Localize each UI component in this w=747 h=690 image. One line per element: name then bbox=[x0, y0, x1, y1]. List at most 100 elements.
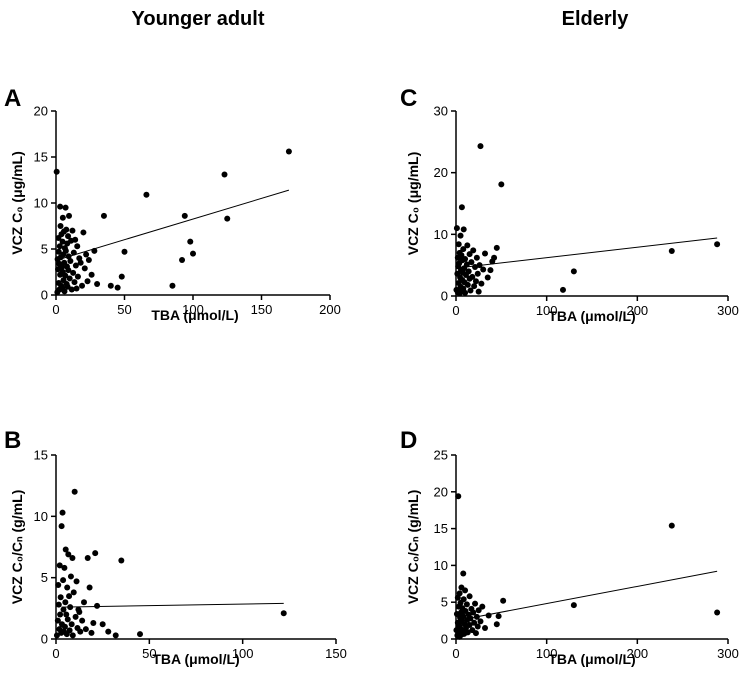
data-point bbox=[57, 223, 64, 229]
data-point bbox=[57, 203, 64, 210]
data-point bbox=[70, 589, 77, 596]
data-point bbox=[55, 248, 62, 255]
trend-line-a bbox=[59, 189, 290, 260]
data-point bbox=[458, 204, 465, 211]
data-point bbox=[71, 488, 78, 495]
data-point bbox=[94, 280, 101, 287]
data-point bbox=[73, 285, 80, 292]
data-point bbox=[88, 629, 95, 636]
y-tick-label: 15 bbox=[34, 448, 48, 463]
y-tick-label: 20 bbox=[434, 484, 448, 499]
data-point bbox=[57, 594, 64, 601]
data-point bbox=[463, 601, 470, 608]
data-point bbox=[476, 262, 483, 269]
data-point bbox=[482, 250, 489, 257]
x-tick-label: 50 bbox=[117, 302, 131, 317]
scatter-panel-b: 0 50 100 150 0 5 10 15 TBA (μmol/L) VCZ C₀/Cₙ (g/… bbox=[9, 448, 347, 668]
data-point bbox=[94, 602, 101, 609]
data-point bbox=[169, 282, 176, 289]
data-point bbox=[559, 286, 566, 293]
x-tick-label: 0 bbox=[452, 646, 459, 661]
data-point bbox=[224, 215, 231, 222]
x-tick-label: 50 bbox=[142, 646, 156, 661]
y-tick-label: 25 bbox=[434, 448, 448, 463]
data-point bbox=[456, 590, 463, 597]
data-point bbox=[66, 275, 73, 282]
x-tick-label: 0 bbox=[52, 302, 59, 317]
data-point bbox=[59, 238, 66, 245]
data-point bbox=[474, 270, 481, 277]
data-point bbox=[80, 229, 87, 236]
data-point bbox=[64, 584, 71, 591]
data-point bbox=[470, 609, 477, 616]
data-point bbox=[500, 597, 507, 604]
data-point bbox=[77, 259, 84, 266]
x-tick-label: 300 bbox=[717, 303, 739, 318]
y-tick-label: 5 bbox=[41, 570, 48, 585]
x-axis-label-a: TBA (μmol/L) bbox=[151, 307, 238, 323]
data-point bbox=[460, 613, 467, 620]
data-point bbox=[84, 278, 91, 285]
y-axis-label-c: VCZ C₀ (μg/mL) bbox=[405, 152, 421, 256]
data-point bbox=[475, 288, 482, 295]
data-point bbox=[495, 613, 502, 620]
data-point bbox=[61, 623, 68, 630]
data-point bbox=[463, 261, 470, 268]
data-point bbox=[570, 268, 577, 275]
data-point bbox=[69, 227, 76, 234]
data-point bbox=[466, 593, 473, 600]
y-tick-label: 5 bbox=[41, 242, 48, 257]
panel-letter-b: B bbox=[4, 427, 21, 454]
x-tick-label: 200 bbox=[319, 302, 341, 317]
scatter-panel-d: 0 100 200 300 0 5 10 15 20 25 TBA (μmol/L) VCZ C₀/C… bbox=[405, 448, 739, 668]
data-point bbox=[472, 278, 479, 285]
data-point bbox=[81, 599, 87, 606]
data-point bbox=[143, 191, 150, 198]
data-point bbox=[480, 266, 487, 273]
data-point bbox=[471, 619, 478, 626]
data-point bbox=[66, 593, 73, 600]
data-point bbox=[62, 272, 69, 279]
data-point bbox=[121, 248, 128, 255]
x-tick-label: 200 bbox=[626, 646, 648, 661]
data-point bbox=[473, 613, 480, 620]
data-point bbox=[74, 273, 81, 280]
panel-letter-c: C bbox=[400, 85, 417, 112]
x-axis-label-b: TBA (μmol/L) bbox=[152, 651, 239, 667]
data-point bbox=[118, 273, 125, 280]
data-point bbox=[464, 242, 471, 249]
data-point bbox=[56, 562, 63, 569]
data-point bbox=[477, 143, 484, 150]
data-point bbox=[187, 238, 194, 245]
data-point bbox=[453, 225, 460, 232]
y-tick-label: 15 bbox=[434, 521, 448, 536]
data-point bbox=[470, 247, 477, 254]
data-point bbox=[477, 618, 484, 625]
data-point bbox=[84, 555, 91, 562]
data-point bbox=[65, 551, 72, 558]
data-point bbox=[280, 610, 287, 617]
data-point bbox=[460, 570, 467, 577]
y-tick-label: 30 bbox=[434, 104, 448, 119]
x-tick-label: 150 bbox=[251, 302, 273, 317]
data-point bbox=[68, 286, 75, 293]
data-point bbox=[462, 587, 469, 594]
data-point bbox=[63, 611, 70, 618]
x-axis-label-d: TBA (μmol/L) bbox=[548, 651, 635, 667]
data-point bbox=[70, 269, 77, 276]
data-point bbox=[179, 257, 186, 264]
panel-letter-a: A bbox=[4, 85, 21, 112]
data-point bbox=[466, 622, 473, 629]
x-tick-label: 0 bbox=[452, 303, 459, 318]
data-point bbox=[54, 617, 61, 624]
data-point bbox=[62, 599, 69, 606]
trend-line-d bbox=[460, 570, 718, 621]
y-tick-label: 10 bbox=[434, 558, 448, 573]
y-axis-label-d: VCZ C₀/Cₙ (g/mL) bbox=[405, 490, 421, 605]
x-axis-label-c: TBA (μmol/L) bbox=[548, 308, 635, 324]
data-point bbox=[72, 262, 79, 269]
data-point bbox=[462, 256, 469, 262]
data-point bbox=[458, 252, 465, 259]
data-point bbox=[668, 522, 675, 529]
